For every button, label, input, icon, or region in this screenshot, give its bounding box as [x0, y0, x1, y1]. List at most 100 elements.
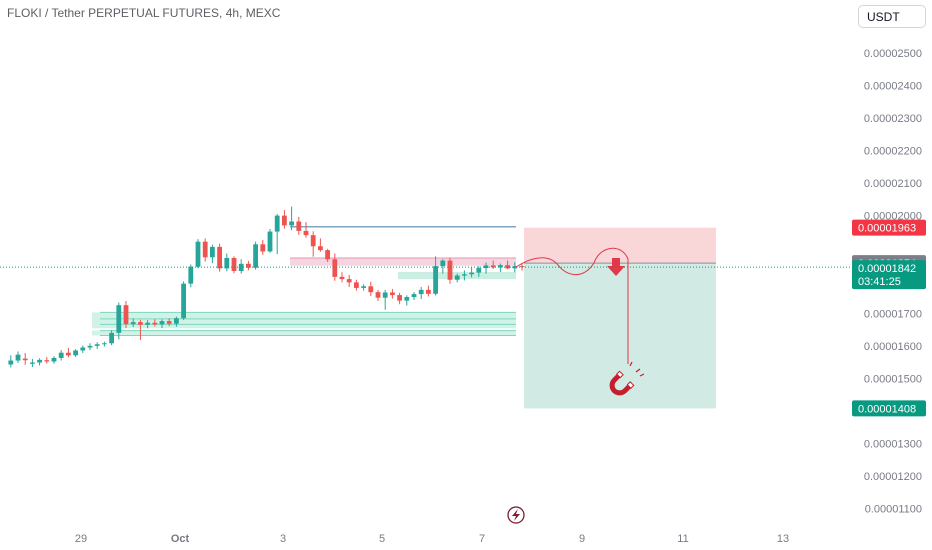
candle-body	[368, 286, 374, 293]
candle-body	[238, 263, 244, 271]
candle-body	[123, 305, 129, 325]
candle-body	[253, 244, 258, 268]
candle-body	[354, 282, 359, 288]
candle-body	[138, 322, 143, 325]
candle-body	[296, 221, 302, 231]
candle-body	[404, 297, 410, 301]
price-tick-label: 0.00002000	[864, 211, 922, 223]
candle-body	[303, 230, 309, 236]
price-tick-label: 0.00002400	[864, 80, 922, 92]
candle-body	[375, 292, 381, 298]
currency-button[interactable]: USDT	[858, 5, 926, 28]
candle-body	[411, 294, 417, 298]
candle-body	[339, 276, 345, 280]
candle-body	[152, 322, 158, 325]
candle-body	[397, 295, 402, 301]
candle-body	[102, 343, 107, 345]
magnet-pole-left	[616, 370, 624, 379]
candle-body	[224, 257, 230, 269]
lightning-bolt	[512, 509, 520, 521]
current-price-tag-text: 03:41:25	[858, 276, 901, 288]
stop-loss-zone	[524, 227, 716, 264]
candle-body	[109, 332, 114, 344]
candle-body	[166, 321, 172, 324]
price-tick-label: 0.00001100	[865, 504, 922, 516]
candle-body	[440, 260, 446, 267]
resistance-band	[290, 257, 516, 266]
candle-body	[15, 354, 21, 361]
support-band-1	[92, 312, 516, 329]
candle-body	[267, 231, 273, 252]
lightning-icon	[507, 506, 525, 524]
candle-body	[44, 360, 50, 362]
candle-body	[512, 266, 518, 269]
candle-body	[210, 246, 215, 258]
price-tick-label: 0.00001700	[864, 308, 922, 320]
candle-body	[116, 305, 122, 333]
candle-body	[30, 362, 35, 364]
time-tick-label: 13	[777, 533, 789, 545]
candle-body	[130, 322, 136, 325]
target-price-tag-text: 0.00001408	[858, 403, 916, 415]
candle-body	[498, 265, 503, 268]
support-band-2	[92, 330, 516, 336]
candle-body	[73, 350, 78, 356]
candle-body	[361, 286, 366, 288]
candle-body	[274, 215, 280, 232]
candle-body	[433, 266, 438, 294]
candle-body	[66, 352, 71, 356]
take-profit-zone	[524, 263, 716, 409]
candle-body	[145, 322, 150, 325]
projection-path	[515, 247, 629, 364]
candle-body	[490, 265, 496, 268]
candle-body	[58, 352, 64, 358]
price-tick-label: 0.00001200	[864, 471, 922, 483]
price-tick-label: 0.00002100	[864, 178, 922, 190]
magnet-icon	[609, 370, 635, 396]
magnet-body	[609, 374, 631, 396]
price-tick-label: 0.00002500	[864, 48, 922, 60]
stop-price-tag: 0.00001963	[852, 219, 926, 236]
candle-body	[51, 357, 57, 362]
candle-body	[289, 221, 294, 226]
candle-body	[476, 268, 482, 273]
time-tick-label: 7	[479, 533, 485, 545]
magnet-pole-right	[626, 381, 635, 389]
candle-body	[382, 292, 388, 298]
candle-body	[462, 274, 467, 276]
candle-body	[217, 246, 222, 269]
price-axis[interactable]: 0.00002500 0.00002400 0.00002300 0.00002200…	[864, 48, 922, 516]
candle-body	[454, 275, 460, 280]
candle-body	[318, 246, 323, 251]
candle-body	[231, 257, 237, 271]
symbol-title: FLOKI / Tether PERPETUAL FUTURES, 4h, ME…	[7, 6, 281, 20]
target-price-tag-bg	[852, 400, 926, 417]
candle-body	[332, 259, 338, 277]
price-tick-label: 0.00001600	[864, 341, 922, 353]
candle-body	[94, 344, 100, 346]
price-tick-label: 0.00001300	[864, 439, 922, 451]
time-tick-label: 9	[579, 533, 585, 545]
candle-body	[310, 235, 316, 247]
candles	[8, 206, 525, 368]
magnet-sparks	[629, 361, 645, 377]
candle-body	[80, 347, 86, 351]
drawings[interactable]	[0, 247, 850, 524]
candle-body	[202, 241, 208, 258]
current-price-tag-bg	[852, 260, 926, 290]
time-axis[interactable]: 29 Oct 3 5 7 9 11 13	[75, 533, 789, 545]
candle-body	[260, 244, 266, 252]
candle-body	[188, 266, 194, 284]
stop-price-tag-bg	[852, 219, 926, 236]
candle-body	[8, 360, 14, 365]
drawing-zones[interactable]	[92, 225, 716, 409]
candle-body	[37, 359, 42, 363]
time-tick-label: 5	[379, 533, 385, 545]
candle-body	[447, 260, 453, 280]
candle-body	[181, 283, 186, 319]
candle-body	[22, 358, 28, 361]
candle-body	[426, 289, 431, 294]
time-tick-label: 29	[75, 533, 87, 545]
